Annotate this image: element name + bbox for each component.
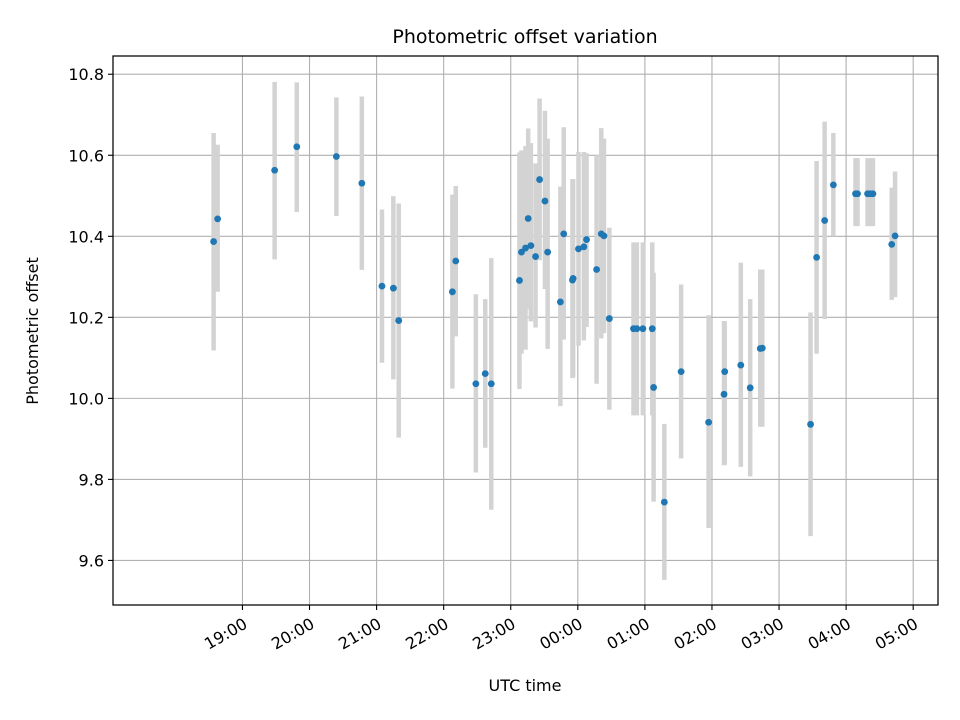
y-tick-label: 9.8 <box>79 470 104 489</box>
data-point <box>541 197 549 205</box>
data-point <box>737 361 745 369</box>
data-point <box>210 238 218 245</box>
data-point <box>807 420 814 428</box>
y-tick-label: 9.6 <box>79 551 104 570</box>
data-point <box>821 217 829 224</box>
data-point <box>332 153 340 160</box>
x-axis-label: UTC time <box>489 676 562 695</box>
data-point <box>721 368 729 376</box>
data-point <box>452 257 460 265</box>
data-points <box>210 143 899 506</box>
data-point <box>580 243 588 251</box>
data-point <box>633 325 641 333</box>
data-point <box>522 244 529 252</box>
data-point <box>648 325 656 333</box>
data-point <box>600 232 608 240</box>
data-point <box>705 418 713 426</box>
data-point <box>854 190 861 198</box>
data-point <box>487 380 495 388</box>
data-point <box>544 248 552 256</box>
y-tick-label: 10.6 <box>68 146 104 165</box>
data-point <box>395 317 403 324</box>
y-tick-label: 10.2 <box>68 308 104 327</box>
data-point <box>271 166 279 174</box>
data-point <box>605 315 613 322</box>
data-point <box>583 236 590 243</box>
data-point <box>556 298 564 306</box>
data-point <box>813 253 820 261</box>
data-point <box>869 190 877 198</box>
data-point <box>891 232 899 240</box>
data-point <box>481 370 489 378</box>
data-point <box>720 390 728 398</box>
chart-title: Photometric offset variation <box>392 26 657 48</box>
data-point <box>888 241 896 248</box>
data-point <box>516 277 523 284</box>
data-point <box>293 143 301 151</box>
y-tick-label: 10.8 <box>68 65 104 84</box>
data-point <box>389 284 397 292</box>
y-axis: 9.6 9.8 10.0 10.2 10.4 10.6 10.8 <box>68 65 113 570</box>
data-point <box>829 181 837 189</box>
data-point <box>472 380 480 388</box>
data-point <box>378 282 386 290</box>
data-point <box>746 384 754 392</box>
y-axis-label: Photometric offset <box>23 257 42 405</box>
data-point <box>214 215 222 223</box>
data-point <box>569 275 577 282</box>
data-point <box>650 384 658 391</box>
data-point <box>677 368 685 376</box>
data-point <box>448 288 456 296</box>
data-point <box>524 215 532 222</box>
y-tick-label: 10.0 <box>68 389 104 408</box>
data-point <box>593 266 600 273</box>
data-point <box>527 242 535 250</box>
plot-area-frame <box>112 55 939 606</box>
data-point <box>758 344 766 352</box>
data-point <box>639 325 647 333</box>
data-point <box>575 245 582 253</box>
data-point <box>532 253 539 260</box>
data-point <box>536 176 543 183</box>
data-point <box>358 179 366 187</box>
data-point <box>660 498 668 506</box>
data-point <box>560 230 568 238</box>
y-tick-label: 10.4 <box>68 227 104 246</box>
